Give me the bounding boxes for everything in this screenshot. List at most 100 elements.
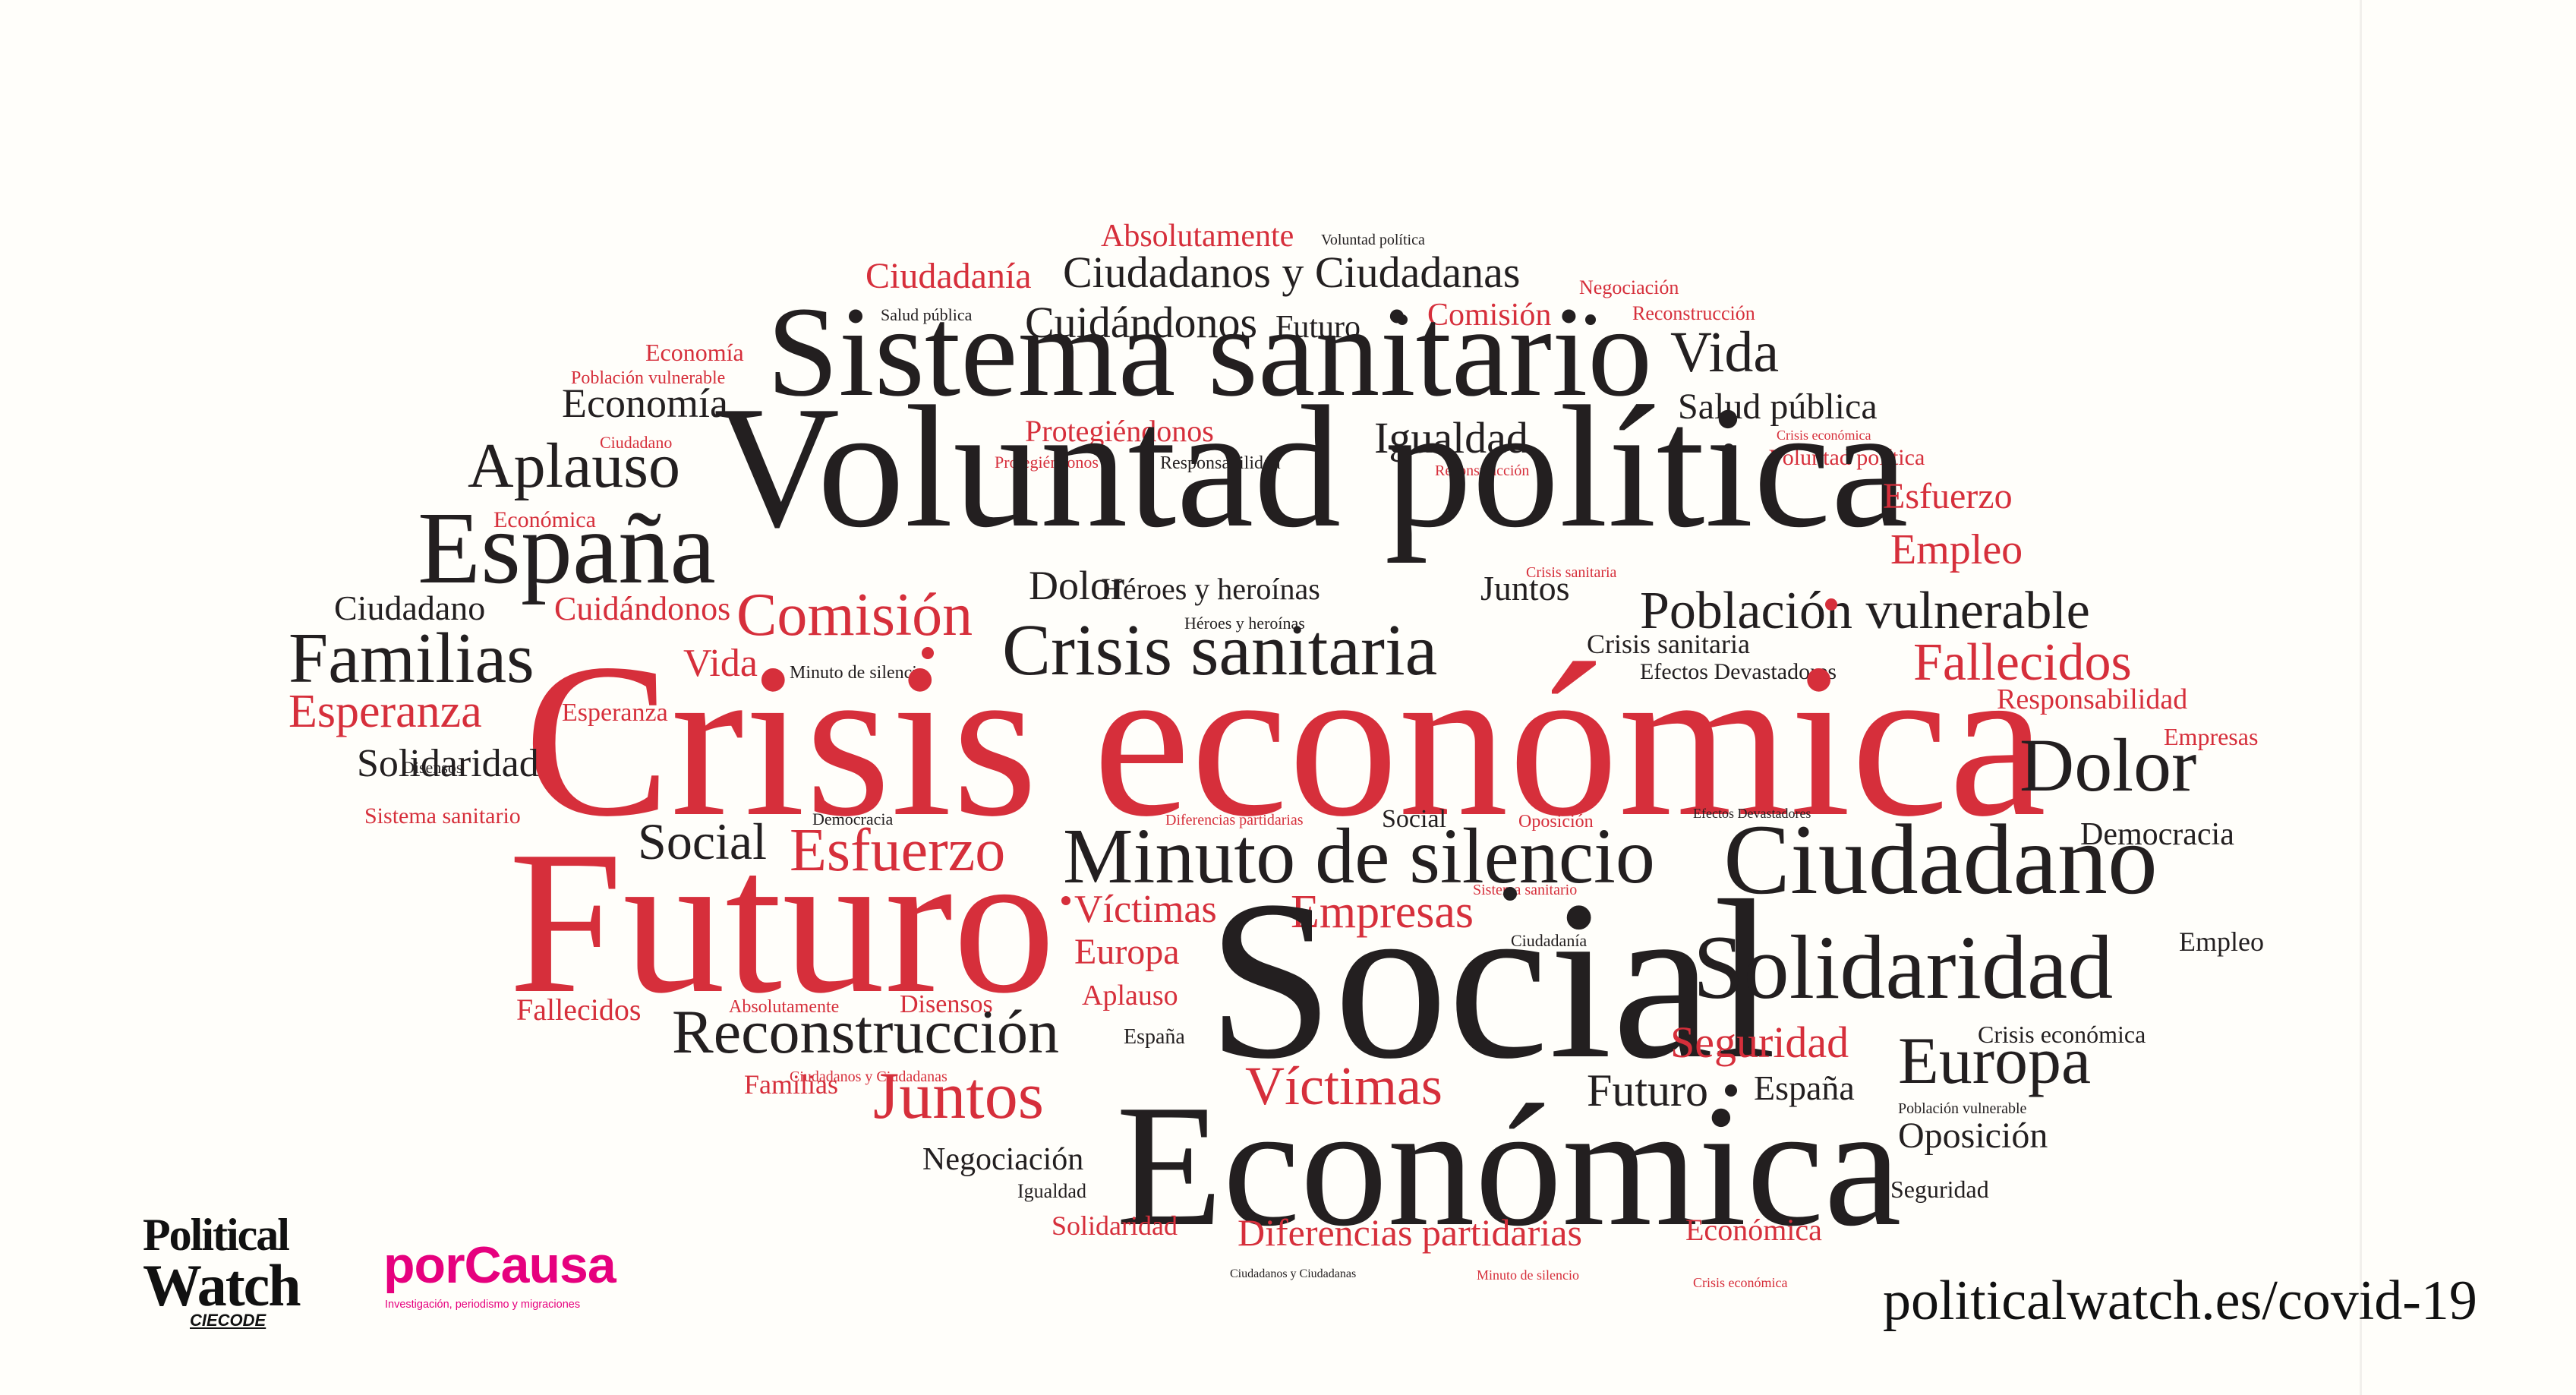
word-voluntad-politica: Voluntad política <box>1769 445 1925 470</box>
word-esperanza: Esperanza <box>562 699 668 727</box>
word-voluntad-politica: Voluntad política <box>1321 232 1425 248</box>
word-reconstruccion: Reconstrucción <box>672 997 1060 1066</box>
word-fallecidos: Fallecidos <box>516 993 642 1027</box>
word-efectos-devastadores: Efectos Devastadores <box>1693 806 1811 821</box>
word-economica: Económica <box>1116 1068 1902 1262</box>
decorative-dot <box>922 647 934 659</box>
word-esfuerzo: Esfuerzo <box>790 817 1006 884</box>
word-futuro: Futuro <box>1587 1065 1709 1116</box>
word-oposicion: Oposición <box>1898 1116 2048 1156</box>
word-ciudadanos-y-ciudadanas: Ciudadanos y Ciudadanas <box>1063 248 1521 297</box>
word-espana: España <box>1124 1025 1185 1049</box>
word-seguridad: Seguridad <box>1670 1018 1849 1067</box>
word-reconstruccion: Reconstrucción <box>1632 302 1755 324</box>
word-empleo: Empleo <box>1890 526 2023 573</box>
word-minuto-de-silencio: Minuto de silencio <box>1477 1267 1579 1283</box>
word-juntos: Juntos <box>1480 569 1570 608</box>
decorative-dot <box>1503 887 1517 901</box>
word-europa: Europa <box>1898 1024 2092 1098</box>
word-victimas: Víctimas <box>1245 1056 1442 1116</box>
word-ciudadanos-y-ciudadanas: Ciudadanos y Ciudadanas <box>1230 1267 1357 1280</box>
word-aplauso: Aplauso <box>1082 980 1178 1012</box>
word-salud-publica: Salud pública <box>1678 387 1878 427</box>
word-familias: Familias <box>744 1069 838 1100</box>
word-futuro: Futuro <box>509 809 1056 1036</box>
word-esperanza: Esperanza <box>288 686 482 737</box>
word-solidaridad: Solidaridad <box>1693 917 2114 1018</box>
decorative-dot <box>1723 443 1734 454</box>
word-efectos-devastadores: Efectos Devastadores <box>1640 659 1837 684</box>
political-watch-logo-line1: Political <box>143 1210 290 1260</box>
word-ciudadanos-y-ciudadanas: Ciudadanos y Ciudadanas <box>790 1068 947 1085</box>
word-heroes-y-heroinas: Héroes y heroínas <box>1101 572 1320 606</box>
decorative-dot <box>1061 896 1070 905</box>
word-minuto-de-silencio: Minuto de silencio <box>1063 813 1655 900</box>
word-empresas: Empresas <box>1291 886 1474 938</box>
word-sistema-sanitario: Sistema sanitario <box>1473 882 1578 898</box>
word-crisis-economica: Crisis económica <box>1693 1275 1788 1290</box>
political-watch-logo-line2: Watch <box>143 1252 301 1318</box>
word-empleo: Empleo <box>2179 926 2264 957</box>
word-cuidandonos: Cuidándonos <box>1025 298 1258 347</box>
word-sistema-sanitario: Sistema sanitario <box>767 280 1653 423</box>
word-democracia: Democracia <box>2080 817 2234 852</box>
decorative-dot <box>1585 314 1596 325</box>
word-protegiendonos: Protegiéndonos <box>1025 414 1214 448</box>
word-victimas: Víctimas <box>1074 888 1217 931</box>
word-poblacion-vulnerable: Población vulnerable <box>571 368 726 388</box>
word-oposicion: Oposición <box>1518 812 1594 832</box>
word-negociacion: Negociación <box>1579 276 1679 298</box>
word-crisis-economica: Crisis económica <box>1978 1021 2146 1048</box>
word-diferencias-partidarias: Diferencias partidarias <box>1165 812 1304 828</box>
porcausa-logo: porCausa Investigación, periodismo y mig… <box>383 1239 642 1315</box>
word-economica: Económica <box>493 507 596 532</box>
word-crisis-sanitaria: Crisis sanitaria <box>1526 564 1617 581</box>
word-igualdad: Igualdad <box>1374 413 1528 462</box>
word-esfuerzo: Esfuerzo <box>1883 476 2013 516</box>
word-poblacion-vulnerable: Población vulnerable <box>1898 1100 2027 1117</box>
word-minuto-de-silencio: Minuto de silencio <box>790 663 926 683</box>
word-dolor: Dolor <box>2019 723 2197 807</box>
word-ciudadania: Ciudadanía <box>865 256 1032 296</box>
word-comision: Comisión <box>1427 298 1552 333</box>
word-salud-publica: Salud pública <box>881 305 973 324</box>
word-economica: Económica <box>1685 1213 1822 1247</box>
word-responsabilidad: Responsabilidad <box>1160 453 1281 473</box>
word-heroes-y-heroinas: Héroes y heroínas <box>1184 614 1305 633</box>
word-social: Social <box>638 813 767 870</box>
word-vida: Vida <box>1670 320 1780 384</box>
word-protegiendonos: Protegiéndonos <box>995 453 1099 472</box>
word-crisis-sanitaria: Crisis sanitaria <box>1002 609 1438 690</box>
word-disensos: Disensos <box>402 758 463 777</box>
word-voluntad-politica: Voluntad política <box>714 370 1909 563</box>
word-ciudadano: Ciudadano <box>334 589 486 627</box>
word-crisis-sanitaria: Crisis sanitaria <box>1587 629 1750 659</box>
footer-url: politicalwatch.es/covid-19 <box>1883 1270 2477 1332</box>
word-poblacion-vulnerable: Población vulnerable <box>1640 582 2090 640</box>
word-ciudadania: Ciudadanía <box>1511 931 1588 950</box>
word-fallecidos: Fallecidos <box>1913 633 2132 692</box>
word-espana: España <box>1754 1068 1855 1107</box>
ciecode-label: CIECODE <box>190 1311 266 1330</box>
word-vida: Vida <box>683 642 758 685</box>
word-solidaridad: Solidaridad <box>1052 1210 1178 1241</box>
word-sistema-sanitario: Sistema sanitario <box>364 803 521 828</box>
word-comision: Comisión <box>736 582 973 649</box>
political-watch-logo: Political Watch CIECODE <box>143 1210 340 1330</box>
word-negociacion: Negociación <box>922 1142 1084 1177</box>
decorative-dot <box>1725 1084 1737 1097</box>
word-aplauso: Aplauso <box>468 431 680 501</box>
word-absolutamente: Absolutamente <box>729 997 840 1017</box>
porcausa-tagline: Investigación, periodismo y migraciones <box>385 1299 581 1311</box>
word-familias: Familias <box>288 619 534 698</box>
word-social: Social <box>1382 805 1446 833</box>
word-ciudadano: Ciudadano <box>1723 803 2158 915</box>
word-social: Social <box>1207 854 1777 1106</box>
word-responsabilidad: Responsabilidad <box>1997 683 2188 715</box>
page-divider <box>2360 0 2362 1395</box>
word-disensos: Disensos <box>900 990 993 1018</box>
word-diferencias-partidarias: Diferencias partidarias <box>1238 1211 1582 1254</box>
word-empresas: Empresas <box>2164 723 2259 750</box>
word-ciudadano: Ciudadano <box>600 433 673 452</box>
